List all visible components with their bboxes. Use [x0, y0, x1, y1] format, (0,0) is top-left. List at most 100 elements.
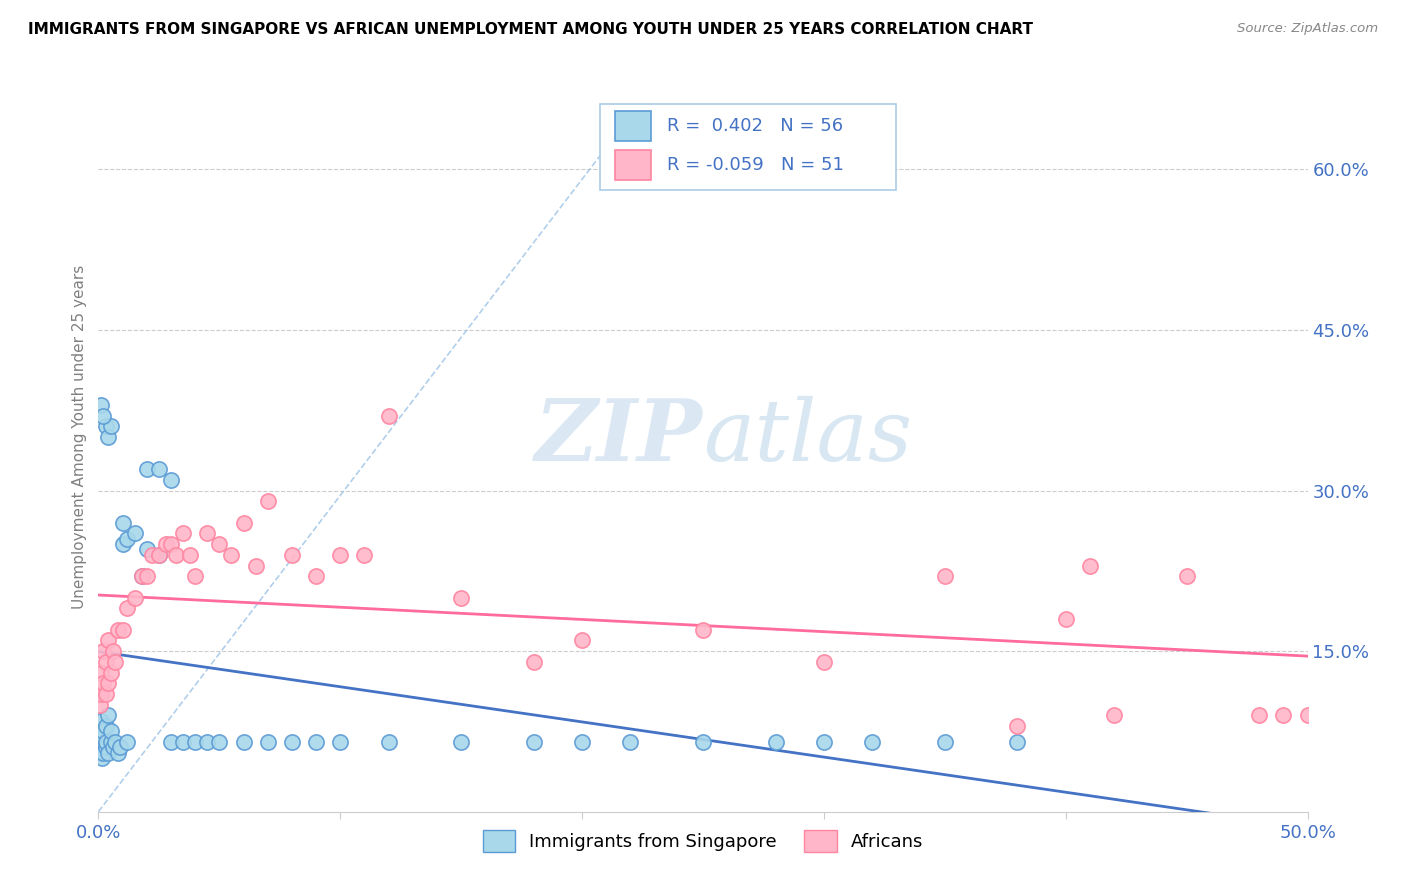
- Point: [97, 746, 120, 760]
- Point: [1175, 569, 1198, 583]
- Text: atlas: atlas: [703, 396, 912, 478]
- Point: [860, 735, 883, 749]
- Point: [135, 569, 157, 583]
- Point: [111, 623, 134, 637]
- Point: [571, 633, 593, 648]
- Point: [91, 644, 114, 658]
- Point: [523, 735, 546, 749]
- Point: [245, 558, 267, 573]
- Point: [97, 676, 120, 690]
- Point: [117, 601, 139, 615]
- Point: [523, 655, 546, 669]
- Point: [172, 735, 194, 749]
- Point: [305, 735, 328, 749]
- Point: [256, 735, 278, 749]
- Point: [90, 687, 112, 701]
- Point: [131, 569, 153, 583]
- Point: [934, 569, 956, 583]
- Point: [91, 730, 114, 744]
- Point: [94, 740, 117, 755]
- Point: [619, 735, 641, 749]
- Point: [107, 623, 129, 637]
- Point: [90, 714, 112, 728]
- Point: [148, 548, 170, 562]
- Point: [117, 735, 139, 749]
- Point: [765, 735, 787, 749]
- Point: [692, 735, 714, 749]
- Point: [141, 548, 163, 562]
- Text: R =  0.402   N = 56: R = 0.402 N = 56: [666, 117, 842, 135]
- Y-axis label: Unemployment Among Youth under 25 years: Unemployment Among Youth under 25 years: [72, 265, 87, 609]
- Point: [117, 532, 139, 546]
- Point: [232, 516, 254, 530]
- Point: [195, 735, 218, 749]
- Point: [1078, 558, 1101, 573]
- Point: [179, 548, 201, 562]
- Point: [104, 655, 127, 669]
- Point: [1272, 708, 1295, 723]
- Bar: [614, 150, 651, 180]
- Point: [221, 548, 243, 562]
- Point: [934, 735, 956, 749]
- Point: [111, 537, 134, 551]
- Point: [184, 735, 207, 749]
- Point: [135, 542, 157, 557]
- Point: [100, 724, 122, 739]
- Point: [131, 569, 153, 583]
- Point: [281, 735, 304, 749]
- FancyBboxPatch shape: [600, 103, 897, 190]
- Point: [1007, 719, 1029, 733]
- Point: [1054, 612, 1077, 626]
- Point: [305, 569, 328, 583]
- Point: [1102, 708, 1125, 723]
- Point: [1296, 708, 1319, 723]
- Point: [692, 623, 714, 637]
- Point: [1007, 735, 1029, 749]
- Point: [329, 548, 352, 562]
- Point: [353, 548, 375, 562]
- Point: [97, 708, 120, 723]
- Point: [104, 735, 127, 749]
- Point: [195, 526, 218, 541]
- Point: [135, 462, 157, 476]
- Point: [232, 735, 254, 749]
- Point: [450, 591, 472, 605]
- Point: [450, 735, 472, 749]
- Point: [89, 698, 111, 712]
- Point: [124, 526, 146, 541]
- Point: [94, 687, 117, 701]
- Point: [111, 516, 134, 530]
- Point: [148, 462, 170, 476]
- Text: R = -0.059   N = 51: R = -0.059 N = 51: [666, 156, 844, 174]
- Point: [124, 591, 146, 605]
- Point: [90, 398, 112, 412]
- Point: [94, 655, 117, 669]
- Text: Source: ZipAtlas.com: Source: ZipAtlas.com: [1237, 22, 1378, 36]
- Point: [208, 735, 231, 749]
- Point: [91, 676, 114, 690]
- Point: [172, 526, 194, 541]
- Point: [160, 537, 183, 551]
- Point: [100, 419, 122, 434]
- Point: [97, 430, 120, 444]
- Point: [94, 735, 117, 749]
- Point: [100, 735, 122, 749]
- Point: [91, 724, 114, 739]
- Point: [100, 665, 122, 680]
- Bar: [614, 112, 651, 141]
- Point: [329, 735, 352, 749]
- Point: [256, 494, 278, 508]
- Point: [107, 746, 129, 760]
- Point: [101, 644, 124, 658]
- Point: [94, 719, 117, 733]
- Text: IMMIGRANTS FROM SINGAPORE VS AFRICAN UNEMPLOYMENT AMONG YOUTH UNDER 25 YEARS COR: IMMIGRANTS FROM SINGAPORE VS AFRICAN UNE…: [28, 22, 1033, 37]
- Point: [208, 537, 231, 551]
- Point: [90, 735, 112, 749]
- Point: [108, 740, 131, 755]
- Point: [90, 665, 112, 680]
- Point: [184, 569, 207, 583]
- Point: [165, 548, 187, 562]
- Point: [813, 735, 835, 749]
- Text: ZIP: ZIP: [536, 395, 703, 479]
- Point: [160, 735, 183, 749]
